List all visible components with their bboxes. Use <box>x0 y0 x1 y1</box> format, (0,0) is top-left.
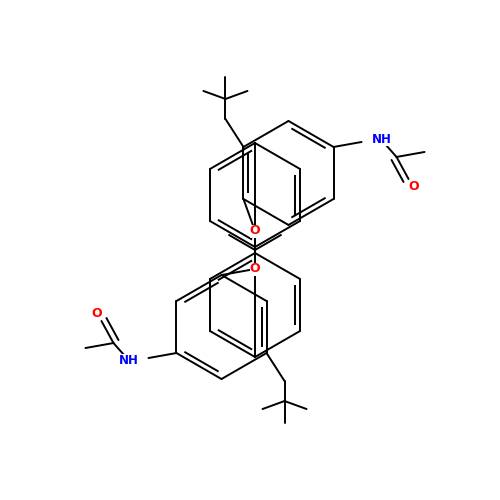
Text: O: O <box>408 180 419 194</box>
Text: O: O <box>250 262 260 276</box>
Text: NH: NH <box>372 134 392 146</box>
Text: NH: NH <box>118 354 139 366</box>
Text: O: O <box>250 224 260 237</box>
Text: O: O <box>91 306 102 320</box>
